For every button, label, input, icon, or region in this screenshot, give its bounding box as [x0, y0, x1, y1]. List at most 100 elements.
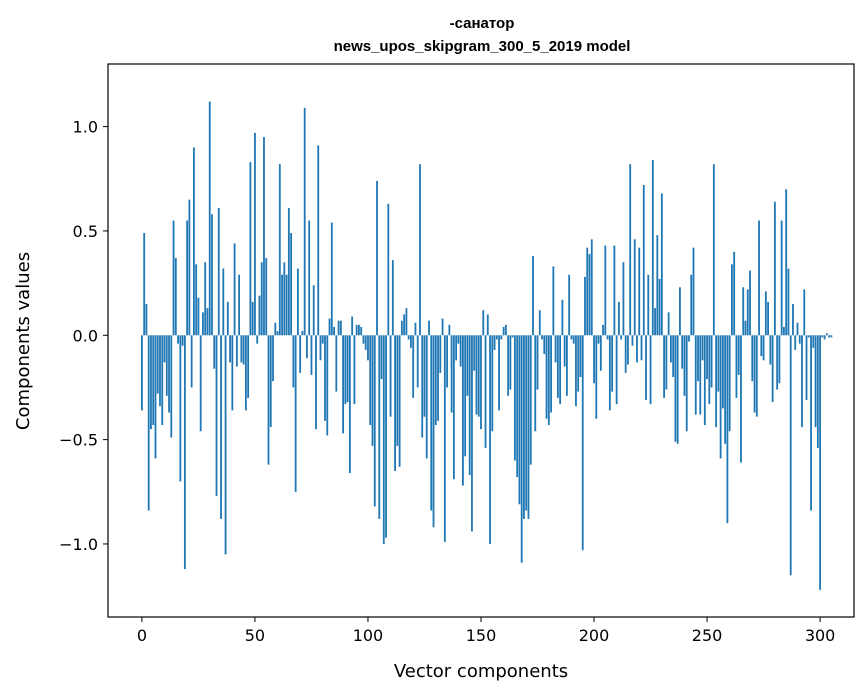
- bar: [504, 324, 507, 336]
- bar: [755, 335, 758, 417]
- bar: [561, 299, 564, 336]
- bar: [315, 335, 317, 430]
- bar: [683, 335, 686, 396]
- bar: [568, 274, 571, 336]
- bar: [443, 335, 446, 542]
- bar: [547, 335, 550, 426]
- bar: [428, 320, 430, 336]
- x-axis-label: Vector components: [394, 661, 568, 682]
- bar: [423, 335, 426, 417]
- bar: [486, 314, 489, 336]
- bar: [518, 335, 521, 505]
- y-axis-label: Components values: [13, 252, 34, 430]
- bar: [414, 322, 417, 336]
- bar: [552, 266, 555, 336]
- bar: [816, 335, 819, 448]
- bar: [731, 264, 733, 336]
- bar: [828, 335, 831, 338]
- bar: [342, 335, 345, 434]
- chart-title-line1: -санатор: [450, 15, 515, 32]
- bar: [226, 301, 229, 336]
- bar: [224, 335, 227, 555]
- bar: [785, 189, 788, 336]
- bar: [186, 220, 189, 336]
- bar: [649, 335, 652, 405]
- bar: [724, 335, 727, 444]
- bar: [563, 335, 566, 367]
- bar: [145, 303, 148, 336]
- bar: [213, 335, 216, 369]
- bar: [283, 262, 286, 336]
- bar: [260, 262, 263, 336]
- bar: [699, 335, 702, 415]
- bar: [272, 335, 274, 382]
- bar: [301, 331, 304, 336]
- bar: [263, 137, 265, 336]
- bar: [538, 310, 541, 336]
- bar: [654, 308, 656, 336]
- bar: [710, 335, 713, 388]
- bar: [758, 220, 760, 336]
- bar: [240, 335, 243, 363]
- bar: [389, 335, 392, 417]
- bar: [391, 260, 394, 336]
- bar: [590, 239, 593, 336]
- x-tick-label: 150: [466, 626, 497, 645]
- bar: [400, 320, 403, 336]
- bar: [794, 335, 797, 350]
- x-tick-label: 200: [579, 626, 610, 645]
- bar: [735, 335, 738, 398]
- bar: [527, 335, 530, 519]
- bar: [726, 335, 729, 524]
- bar: [830, 335, 833, 338]
- bar: [676, 335, 679, 444]
- bar: [170, 335, 173, 438]
- bar: [617, 301, 620, 336]
- bar: [211, 214, 213, 336]
- bar: [432, 335, 435, 528]
- bar: [753, 335, 756, 413]
- bar: [658, 278, 661, 336]
- bar: [500, 335, 503, 340]
- bar: [326, 335, 329, 436]
- bar: [367, 335, 369, 361]
- bar: [172, 220, 175, 336]
- bar: [168, 335, 170, 413]
- bar: [177, 335, 179, 344]
- bar: [767, 301, 769, 336]
- y-tick-label: 0.5: [73, 222, 98, 241]
- bar: [281, 274, 283, 336]
- bar: [181, 335, 184, 346]
- bar: [651, 159, 654, 336]
- bar: [778, 335, 781, 384]
- bar: [319, 335, 322, 361]
- bar: [254, 132, 256, 336]
- bar: [746, 289, 749, 336]
- x-tick-label: 100: [353, 626, 384, 645]
- bar: [602, 324, 604, 336]
- bar: [769, 335, 772, 365]
- bar: [244, 335, 247, 411]
- bar: [685, 335, 688, 432]
- bar: [174, 258, 177, 336]
- bars-group: [141, 101, 833, 590]
- bar: [190, 335, 193, 388]
- x-tick-label: 50: [245, 626, 265, 645]
- bar: [717, 335, 720, 392]
- bar: [475, 335, 478, 415]
- bar: [762, 335, 765, 361]
- bar: [529, 335, 532, 465]
- bar: [742, 287, 745, 336]
- bar: [825, 333, 828, 336]
- bar: [629, 164, 632, 336]
- bar: [229, 335, 231, 363]
- bar: [330, 222, 333, 336]
- bar: [464, 335, 467, 457]
- bar: [771, 335, 774, 403]
- bar: [405, 308, 408, 336]
- bar: [202, 312, 204, 336]
- bar: [217, 207, 220, 336]
- bar: [154, 335, 157, 459]
- bar: [579, 335, 582, 378]
